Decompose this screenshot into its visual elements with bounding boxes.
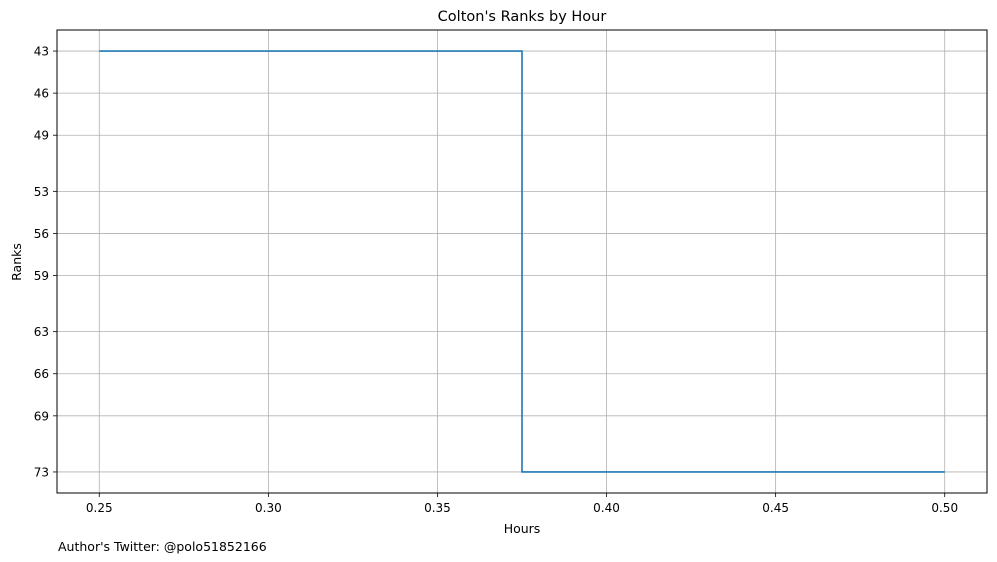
x-tick-label: 0.40 bbox=[593, 501, 620, 515]
series-group bbox=[99, 50, 945, 473]
y-tick-label: 69 bbox=[34, 409, 49, 423]
y-tick-label: 73 bbox=[34, 465, 49, 479]
x-tick-label: 0.35 bbox=[424, 501, 451, 515]
y-axis-label: Ranks bbox=[9, 243, 24, 281]
x-tick-label: 0.30 bbox=[255, 501, 282, 515]
x-tick-label: 0.25 bbox=[86, 501, 113, 515]
y-tick-label: 46 bbox=[34, 87, 49, 101]
y-tick-label: 49 bbox=[34, 129, 49, 143]
rank-step-line bbox=[99, 50, 945, 473]
x-axis-label: Hours bbox=[504, 521, 541, 536]
y-tick-label: 56 bbox=[34, 227, 49, 241]
y-tick-label: 63 bbox=[34, 325, 49, 339]
x-tick-label: 0.50 bbox=[931, 501, 958, 515]
chart-title: Colton's Ranks by Hour bbox=[438, 9, 607, 25]
author-footer: Author's Twitter: @polo51852166 bbox=[58, 539, 267, 554]
y-axis: 43 46 49 53 56 59 63 66 69 73 bbox=[34, 45, 57, 479]
plot-frame bbox=[56, 29, 988, 494]
y-tick-label: 59 bbox=[34, 269, 49, 283]
x-tick-label: 0.45 bbox=[762, 501, 789, 515]
y-tick-label: 43 bbox=[34, 45, 49, 59]
y-tick-label: 66 bbox=[34, 367, 49, 381]
x-axis: 0.25 0.30 0.35 0.40 0.45 0.50 bbox=[86, 493, 958, 515]
y-tick-label: 53 bbox=[34, 185, 49, 199]
